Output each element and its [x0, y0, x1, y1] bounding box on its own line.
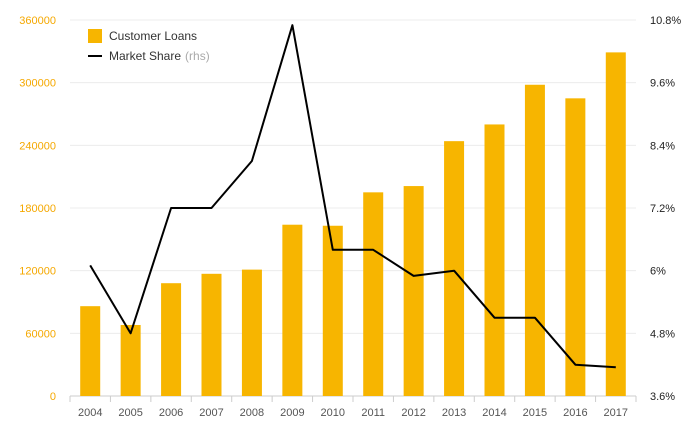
x-tick-label: 2014 [482, 407, 506, 419]
x-tick-label: 2007 [199, 407, 223, 419]
bar-2007 [201, 273, 222, 396]
market-share-line [89, 24, 616, 369]
bar-2008 [241, 269, 262, 396]
y-left-tick-label: 120000 [19, 266, 56, 278]
bar-2011 [363, 192, 384, 396]
y-right-tick-label: 10.8% [650, 15, 681, 27]
bar-2005 [120, 324, 141, 396]
line-series-market-share [89, 24, 616, 369]
y-right-tick-label: 3.6% [650, 391, 675, 403]
bar-2013 [444, 141, 465, 396]
y-left-tick-label: 240000 [19, 140, 56, 152]
legend-label-customer-loans: Customer Loans [109, 29, 197, 43]
x-tick-label: 2009 [280, 407, 304, 419]
bar-2017 [605, 52, 626, 396]
x-tick-label: 2006 [159, 407, 183, 419]
bar-2006 [161, 283, 182, 396]
x-tick-label: 2013 [442, 407, 466, 419]
y-axis-right-ticks: 3.6% 4.8% 6% 7.2% 8.4% 9.6% 10.8% [650, 15, 681, 403]
y-right-tick-label: 7.2% [650, 203, 675, 215]
bar-2014 [484, 124, 505, 396]
x-tick-label: 2015 [523, 407, 547, 419]
y-right-tick-label: 9.6% [650, 78, 675, 90]
y-left-tick-label: 300000 [19, 78, 56, 90]
x-tick-label: 2010 [321, 407, 345, 419]
y-right-tick-label: 6% [650, 266, 666, 278]
bar-2015 [524, 84, 545, 396]
legend-label-market-share-suffix: (rhs) [185, 49, 210, 63]
x-tick-label: 2011 [361, 407, 385, 419]
y-right-tick-label: 8.4% [650, 140, 675, 152]
y-left-tick-label: 60000 [25, 328, 56, 340]
x-tick-label: 2008 [240, 407, 264, 419]
bar-2010 [322, 225, 343, 396]
y-left-tick-label: 180000 [19, 203, 56, 215]
x-tick-label: 2005 [118, 407, 142, 419]
x-tick-label: 2017 [604, 407, 628, 419]
y-left-tick-label: 0 [50, 391, 56, 403]
y-axis-left-ticks: 0 60000 120000 180000 240000 300000 360000 [19, 15, 56, 403]
x-tick-label: 2016 [563, 407, 587, 419]
legend-label-market-share: Market Share (rhs) [109, 49, 210, 63]
bar-2009 [282, 224, 303, 396]
legend-swatch-customer-loans [88, 29, 102, 43]
legend-label-market-share-name: Market Share [109, 49, 181, 63]
legend: Customer Loans Market Share (rhs) [88, 29, 210, 63]
gridlines [69, 19, 637, 402]
y-right-tick-label: 4.8% [650, 328, 675, 340]
y-left-tick-label: 360000 [19, 15, 56, 27]
x-tick-label: 2012 [401, 407, 425, 419]
x-tick-label: 2004 [78, 407, 102, 419]
bar-2004 [80, 306, 101, 396]
x-axis-ticks: 2004 2005 2006 2007 2008 2009 2010 2011 2012 2013… [78, 407, 628, 419]
bar-2012 [403, 186, 424, 396]
bar-series-customer-loans [80, 52, 626, 396]
bar-2016 [565, 98, 586, 396]
